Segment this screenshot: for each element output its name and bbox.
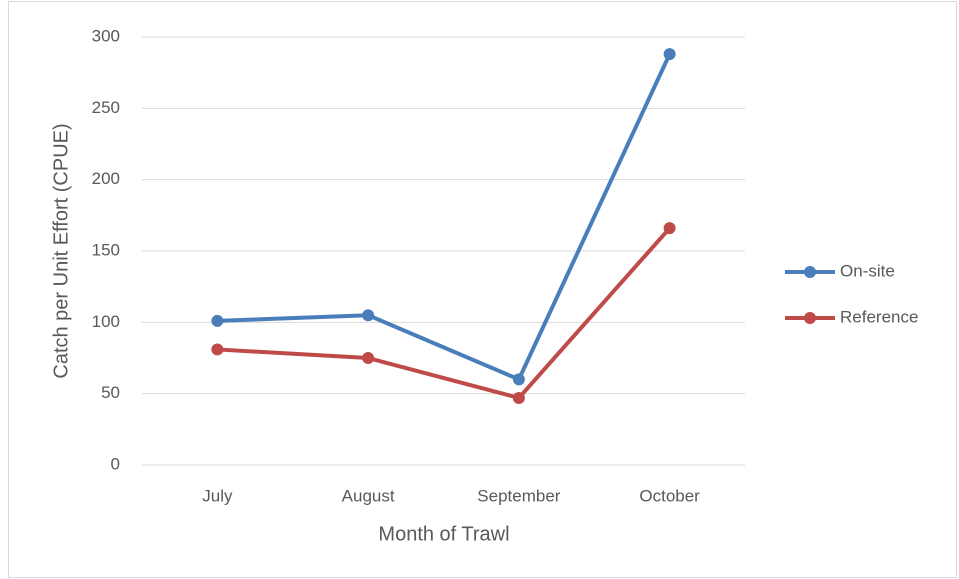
data-point (362, 309, 375, 322)
x-tick-label: September (477, 486, 560, 505)
x-tick-label: August (342, 486, 395, 505)
y-tick-label: 100 (92, 312, 120, 331)
y-tick-label: 250 (92, 98, 120, 117)
data-point (663, 222, 676, 235)
x-axis-title: Month of Trawl (378, 523, 509, 545)
y-tick-label: 50 (101, 383, 120, 402)
y-tick-label: 200 (92, 169, 120, 188)
data-point (512, 391, 525, 404)
series-line (217, 226, 672, 400)
y-axis-title: Catch per Unit Effort (CPUE) (50, 123, 72, 378)
y-tick-label: 150 (92, 240, 120, 259)
legend-label: On-site (840, 261, 895, 280)
x-tick-label: October (639, 486, 700, 505)
y-tick-label: 0 (111, 454, 120, 473)
legend-label: Reference (840, 307, 918, 326)
data-point (663, 48, 676, 61)
data-point (211, 343, 224, 356)
data-point (362, 352, 375, 364)
chart-border (8, 1, 957, 578)
y-tick-label: 300 (92, 26, 120, 45)
data-point (512, 373, 525, 386)
data-point (211, 314, 224, 327)
x-tick-label: July (202, 486, 233, 505)
legend-marker (804, 266, 816, 278)
series-line (217, 53, 672, 382)
legend-marker (804, 312, 816, 324)
